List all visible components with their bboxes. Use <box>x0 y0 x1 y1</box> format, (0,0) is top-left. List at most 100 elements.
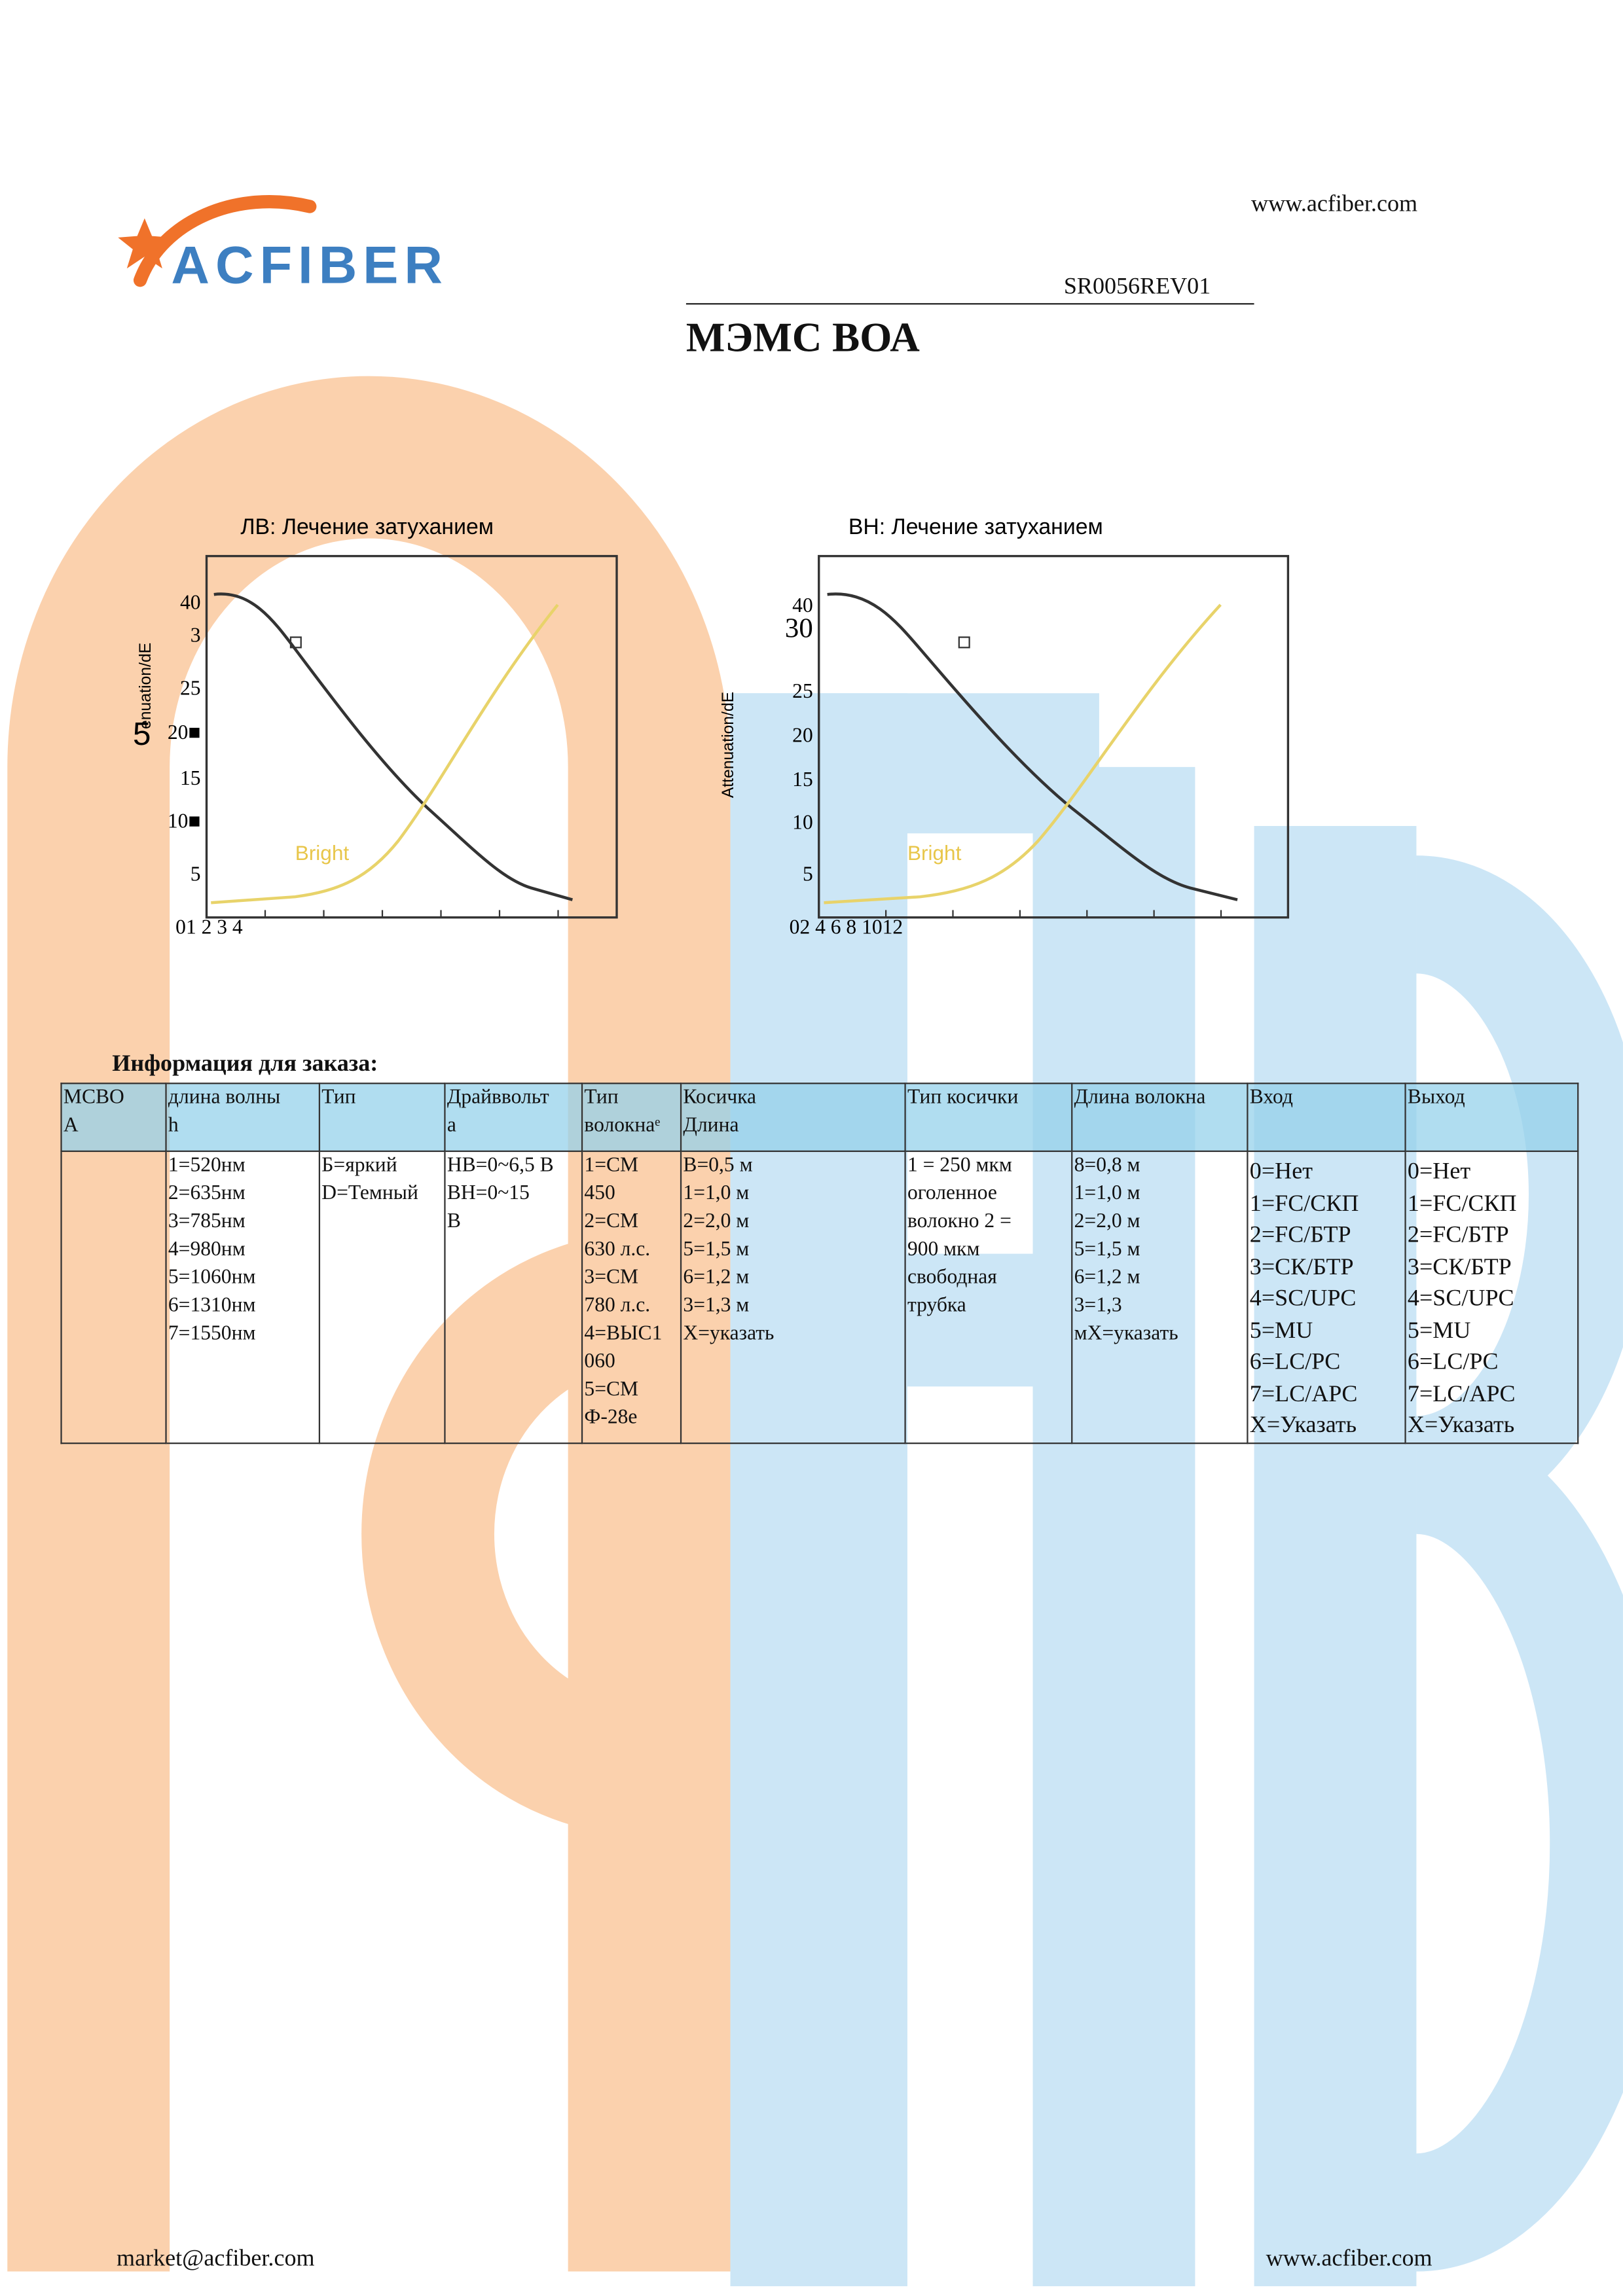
y-label: 25 <box>792 679 813 702</box>
cell-line: 6=1,2 м <box>1074 1266 1140 1289</box>
cell-line: волокнаᵉ <box>584 1115 661 1138</box>
cell-line: X=Указать <box>1249 1412 1357 1439</box>
logo-star <box>118 218 172 269</box>
y-axis-mark: 5 <box>133 715 151 752</box>
cell-line: D=Темный <box>321 1183 418 1206</box>
cell-line: 7=1550нм <box>168 1323 256 1346</box>
table-cell: Длина волокна <box>1071 1083 1249 1153</box>
table-cell: МСВО А <box>60 1083 167 1153</box>
x-labels: 01 2 3 4 <box>175 916 243 939</box>
dark-curve <box>214 594 573 900</box>
cell-line: 3=1,3 <box>1074 1295 1122 1318</box>
cell-line: 5=СМ <box>584 1379 639 1401</box>
cell-line: Выход <box>1407 1086 1465 1109</box>
cell-line: 3=785нм <box>168 1211 246 1234</box>
cell-line: 1=FC/СКП <box>1249 1191 1359 1217</box>
watermark-f <box>730 693 1099 834</box>
cell-line: 6=1310нм <box>168 1295 256 1318</box>
cell-line: 3=СК/БТР <box>1249 1254 1354 1280</box>
watermark-i <box>1032 766 1195 2287</box>
cell-line: свободная <box>907 1266 997 1289</box>
cell-line: 5=MU <box>1249 1318 1313 1343</box>
cell-line: мX=указать <box>1074 1323 1178 1346</box>
cell-line: а <box>447 1115 456 1138</box>
table-cell: 8=0,8 м 1=1,0 м 2=2,0 м 5=1,5 м 6=1,2 м 3=1,3… <box>1071 1150 1249 1444</box>
cell-line: 4=ВЫС1 <box>584 1323 663 1346</box>
doc-title: МЭМС ВОА <box>685 315 920 362</box>
figure-title: ЛВ: Лечение затуханием <box>240 514 494 539</box>
table-cell: 1=СМ 450 2=СМ 630 л.с. 3=СМ 780 л.с. 4=ВЫС1 060… <box>581 1150 682 1444</box>
cell-line: 1=1,0 м <box>1074 1183 1140 1206</box>
table-cell: 1=520нм 2=635нм 3=785нм 4=980нм 5=1060нм 6=13… <box>165 1150 321 1444</box>
cell-line: Вход <box>1249 1086 1293 1109</box>
cell-line: Тип <box>584 1086 619 1109</box>
cell-line: 1=СМ <box>584 1155 639 1177</box>
watermark <box>7 376 1623 2287</box>
y-axis-title: Attenuation/dE <box>720 692 737 798</box>
cell-line: 0=Нет <box>1249 1159 1313 1185</box>
y-label: 15 <box>180 766 201 789</box>
y-label: 10■ <box>168 809 201 832</box>
cell-line: 7=LC/APC <box>1249 1381 1358 1407</box>
cell-line: 5=1,5 м <box>683 1239 750 1261</box>
y-label: 10 <box>792 811 813 834</box>
footer-website: www.acfiber.com <box>1266 2246 1432 2272</box>
table-cell: Тип <box>318 1083 446 1153</box>
bright-curve <box>211 605 558 903</box>
y-label: 25 <box>180 676 201 699</box>
table-cell: Тип косички <box>904 1083 1073 1153</box>
cell-line: 6=LC/PC <box>1407 1350 1499 1375</box>
cell-line: Ф-28е <box>584 1407 638 1429</box>
cell-line: 5=MU <box>1407 1318 1471 1343</box>
cell-line: 6=LC/PC <box>1249 1350 1341 1375</box>
y-label: 20■ <box>168 721 201 744</box>
cell-line: 4=980нм <box>168 1239 246 1261</box>
watermark-f <box>730 693 907 2287</box>
y-label: 5 <box>803 862 813 885</box>
cell-line: В <box>447 1211 461 1234</box>
y-label: 30 <box>785 613 813 644</box>
website: www.acfiber.com <box>1251 191 1418 217</box>
cell-line: Длина <box>683 1115 739 1138</box>
cell-line: 2=635нм <box>168 1183 246 1206</box>
cell-line: 8=0,8 м <box>1074 1155 1140 1177</box>
cell-line: 060 <box>584 1351 615 1374</box>
watermark-b <box>1415 855 1623 2272</box>
cell-line: 2=СМ <box>584 1211 639 1234</box>
table-cell: 0=Нет 1=FC/СКП 2=FC/БТР 3=СК/БТР 4=SC/UPC 5=M… <box>1404 1150 1579 1444</box>
table-cell: Косичка Длина <box>680 1083 906 1153</box>
table-cell: Драйввольт а <box>444 1083 583 1153</box>
cell-line: 780 л.с. <box>584 1295 651 1318</box>
table-cell: 0=Нет 1=FC/СКП 2=FC/БТР 3=СК/БТР 4=SC/UPC 5=M… <box>1247 1150 1406 1444</box>
table-cell: B=0,5 м 1=1,0 м 2=2,0 м 5=1,5 м 6=1,2 м 3=1,3… <box>680 1150 906 1444</box>
cell-line: 3=1,3 м <box>683 1295 750 1318</box>
cell-line: МСВО <box>63 1086 124 1109</box>
cell-line: 7=LC/APC <box>1407 1381 1516 1407</box>
figure-title: ВН: Лечение затуханием <box>848 514 1103 539</box>
cell-line: ВН=0~15 <box>447 1183 530 1206</box>
plot-frame <box>818 554 1290 919</box>
y-label: 40 <box>792 594 813 617</box>
cell-line: оголенное <box>907 1183 997 1206</box>
cell-line: 630 л.с. <box>584 1239 651 1261</box>
table-cell: длина волны h <box>165 1083 321 1153</box>
cell-line: 1=520нм <box>168 1155 246 1177</box>
bright-curve <box>824 605 1220 903</box>
cell-line: 450 <box>584 1183 615 1206</box>
y-axis-title: enuation/dE <box>137 643 155 729</box>
table-cell: Тип волокнаᵉ <box>581 1083 682 1153</box>
section-title: Информация для заказа: <box>112 1051 378 1077</box>
cell-line: h <box>168 1115 179 1138</box>
cell-line: 2=FC/БТР <box>1249 1223 1351 1248</box>
cell-line: Б=яркий <box>321 1155 397 1177</box>
doc-number: SR0056REV01 <box>1063 274 1211 300</box>
table-cell: Вход <box>1247 1083 1406 1153</box>
cell-line: 4=SC/UPC <box>1249 1286 1357 1312</box>
y-label: 20 <box>792 724 813 747</box>
table-cell: Выход <box>1404 1083 1579 1153</box>
y-label: 5 <box>191 862 201 885</box>
